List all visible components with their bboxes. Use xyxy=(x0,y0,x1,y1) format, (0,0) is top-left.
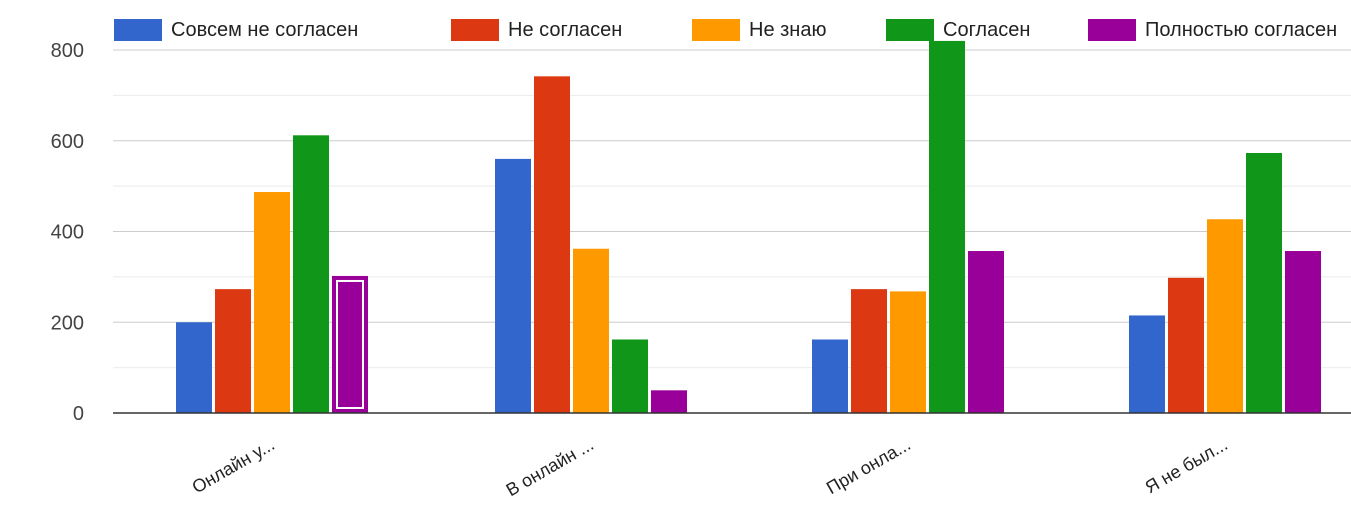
legend: Совсем не согласен Не согласен Не знаю Согл… xyxy=(114,19,1337,41)
legend-item: Согласен xyxy=(886,19,1030,41)
bar xyxy=(1129,315,1165,413)
bar xyxy=(812,339,848,413)
legend-label: Не знаю xyxy=(749,19,826,41)
bar xyxy=(573,248,609,413)
y-tick-label: 0 xyxy=(73,403,84,425)
bar xyxy=(495,158,531,413)
x-category-label: Я не был... xyxy=(1142,434,1231,497)
bar xyxy=(890,291,926,413)
bar xyxy=(534,76,570,413)
x-category-label: Онлайн у... xyxy=(189,434,278,497)
legend-item: Не знаю xyxy=(692,19,826,41)
bar xyxy=(1285,251,1321,413)
bar xyxy=(293,135,329,413)
bars xyxy=(176,40,1321,414)
legend-swatch xyxy=(692,19,740,41)
bar xyxy=(1246,153,1282,413)
legend-swatch xyxy=(114,19,162,41)
legend-swatch xyxy=(886,19,934,41)
legend-label: Полностью согласен xyxy=(1145,19,1337,41)
bar xyxy=(1168,277,1204,413)
bar-highlight-outline xyxy=(336,279,364,409)
legend-label: Не согласен xyxy=(508,19,622,41)
legend-item: Совсем не согласен xyxy=(114,19,358,41)
bar xyxy=(651,390,687,413)
bar xyxy=(851,289,887,413)
y-tick-label: 800 xyxy=(51,40,84,62)
legend-swatch xyxy=(451,19,499,41)
axes: 0 200 400 600 800 Онлайн у... В онлайн ... При … xyxy=(51,40,1351,500)
legend-item: Не согласен xyxy=(451,19,622,41)
y-tick-label: 200 xyxy=(51,312,84,334)
bar xyxy=(929,40,965,414)
bar xyxy=(968,251,1004,413)
x-category-label: При онла... xyxy=(823,434,914,498)
y-tick-label: 600 xyxy=(51,131,84,153)
bar xyxy=(215,289,251,413)
legend-swatch xyxy=(1088,19,1136,41)
y-tick-label: 400 xyxy=(51,222,84,244)
legend-label: Согласен xyxy=(943,19,1030,41)
bar xyxy=(254,192,290,413)
bar xyxy=(612,339,648,413)
legend-item: Полностью согласен xyxy=(1088,19,1337,41)
legend-label: Совсем не согласен xyxy=(171,19,358,41)
x-category-label: В онлайн ... xyxy=(503,434,597,500)
bar xyxy=(1207,219,1243,413)
bar xyxy=(176,322,212,413)
